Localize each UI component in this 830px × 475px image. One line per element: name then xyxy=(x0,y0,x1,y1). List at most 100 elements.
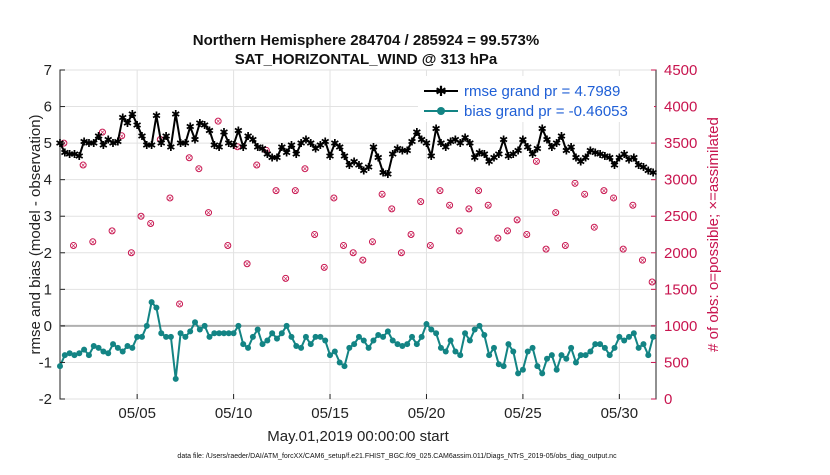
obs-assimilated-point: × xyxy=(90,238,95,247)
obs-possible-point xyxy=(127,249,135,257)
obs-possible-point xyxy=(291,187,299,195)
obs-assimilated-point: × xyxy=(119,132,124,141)
bias-point xyxy=(351,341,358,348)
bias-point xyxy=(553,366,560,373)
bias-point xyxy=(235,322,242,329)
y-tick-label: 1 xyxy=(44,281,52,298)
bias-point xyxy=(273,335,280,342)
legend-rmse-marker: ✱ xyxy=(435,83,447,99)
obs-assimilated-point: × xyxy=(293,187,298,196)
rmse-point: ✱ xyxy=(383,169,392,181)
bias-point xyxy=(601,344,608,351)
bias-line xyxy=(59,301,655,380)
bias-point xyxy=(370,337,377,344)
rmse-point: ✱ xyxy=(562,145,571,157)
bias-point xyxy=(481,332,488,339)
obs-possible-point xyxy=(552,209,560,217)
obs-possible-point xyxy=(465,205,473,213)
rmse-point: ✱ xyxy=(610,160,619,172)
bias-point xyxy=(66,350,73,357)
y-tick-label: 0 xyxy=(44,318,52,335)
obs-assimilated-point: × xyxy=(81,161,86,170)
rmse-point: ✱ xyxy=(277,142,286,154)
y-right-tick-label: 3000 xyxy=(664,172,697,189)
rmse-point: ✱ xyxy=(403,145,412,157)
y-right-tick-label: 0 xyxy=(664,391,672,408)
rmse-point: ✱ xyxy=(123,118,132,130)
obs-possible-point xyxy=(340,241,348,249)
bias-point xyxy=(471,326,478,333)
rmse-point: ✱ xyxy=(489,153,498,165)
obs-assimilated-point: × xyxy=(534,157,539,166)
bias-point xyxy=(519,366,526,373)
obs-possible-point xyxy=(205,209,213,217)
bias-point xyxy=(476,322,483,329)
y-right-tick-label: 3500 xyxy=(664,135,697,152)
rmse-point: ✱ xyxy=(581,153,590,165)
bias-point xyxy=(592,341,599,348)
obs-assimilated-point: × xyxy=(129,249,134,258)
bias-point xyxy=(100,348,107,355)
rmse-point: ✱ xyxy=(432,123,441,135)
obs-possible-point xyxy=(176,300,184,308)
obs-assimilated-point: × xyxy=(611,194,616,203)
bias-point xyxy=(201,322,208,329)
rmse-point: ✱ xyxy=(460,133,469,145)
bias-point xyxy=(245,344,252,351)
obs-possible-point xyxy=(590,223,598,231)
y-axis-right-label: # of obs: o=possible; ×=assimilated xyxy=(705,117,722,352)
rmse-point: ✱ xyxy=(224,138,233,150)
obs-possible-point xyxy=(513,216,521,224)
obs-possible-point xyxy=(475,187,483,195)
bias-point xyxy=(640,341,647,348)
rmse-point: ✱ xyxy=(523,142,532,154)
rmse-point: ✱ xyxy=(205,125,214,137)
obs-assimilated-point: × xyxy=(505,227,510,236)
obs-possible-point xyxy=(147,220,155,228)
bias-point xyxy=(399,342,406,349)
obs-possible-point xyxy=(417,198,425,206)
rmse-point: ✱ xyxy=(99,140,108,152)
chart-subtitle: SAT_HORIZONTAL_WIND @ 313 hPa xyxy=(235,51,498,68)
rmse-point: ✱ xyxy=(605,153,614,165)
rmse-point: ✱ xyxy=(118,113,127,125)
rmse-point: ✱ xyxy=(325,151,334,163)
rmse-point: ✱ xyxy=(147,140,156,152)
obs-assimilated-point: × xyxy=(245,260,250,269)
rmse-point: ✱ xyxy=(470,153,479,165)
obs-possible-point xyxy=(397,249,405,257)
obs-possible-point xyxy=(272,187,280,195)
rmse-point: ✱ xyxy=(239,142,248,154)
obs-assimilated-point: × xyxy=(322,263,327,272)
obs-assimilated-point: × xyxy=(476,187,481,196)
bias-point xyxy=(187,328,194,335)
x-tick-label: 05/20 xyxy=(408,405,446,422)
obs-possible-point xyxy=(368,238,376,246)
obs-possible-point xyxy=(638,256,646,264)
obs-possible-point xyxy=(388,205,396,213)
y-right-tick-label: 4000 xyxy=(664,99,697,116)
obs-assimilated-point: × xyxy=(573,179,578,188)
y-axis-label: rmse and bias (model - observation) xyxy=(27,114,44,354)
obs-assimilated-point: × xyxy=(602,187,607,196)
obs-possible-point xyxy=(629,201,637,209)
y-right-tick-label: 2500 xyxy=(664,208,697,225)
rmse-point: ✱ xyxy=(446,136,455,148)
x-tick-label: 05/05 xyxy=(118,405,156,422)
y-tick-label: 5 xyxy=(44,135,52,152)
rmse-point: ✱ xyxy=(292,149,301,161)
rmse-point: ✱ xyxy=(571,153,580,165)
rmse-point: ✱ xyxy=(94,131,103,143)
bias-point xyxy=(288,333,295,340)
obs-assimilated-point: × xyxy=(332,194,337,203)
obs-possible-point xyxy=(619,245,627,253)
bias-point xyxy=(625,333,632,340)
obs-assimilated-point: × xyxy=(177,300,182,309)
obs-possible-point xyxy=(610,194,618,202)
rmse-point: ✱ xyxy=(374,153,383,165)
rmse-point: ✱ xyxy=(354,160,363,172)
rmse-point: ✱ xyxy=(176,138,185,150)
rmse-point: ✱ xyxy=(518,134,527,146)
rmse-point: ✱ xyxy=(258,144,267,156)
bias-point xyxy=(365,344,372,351)
